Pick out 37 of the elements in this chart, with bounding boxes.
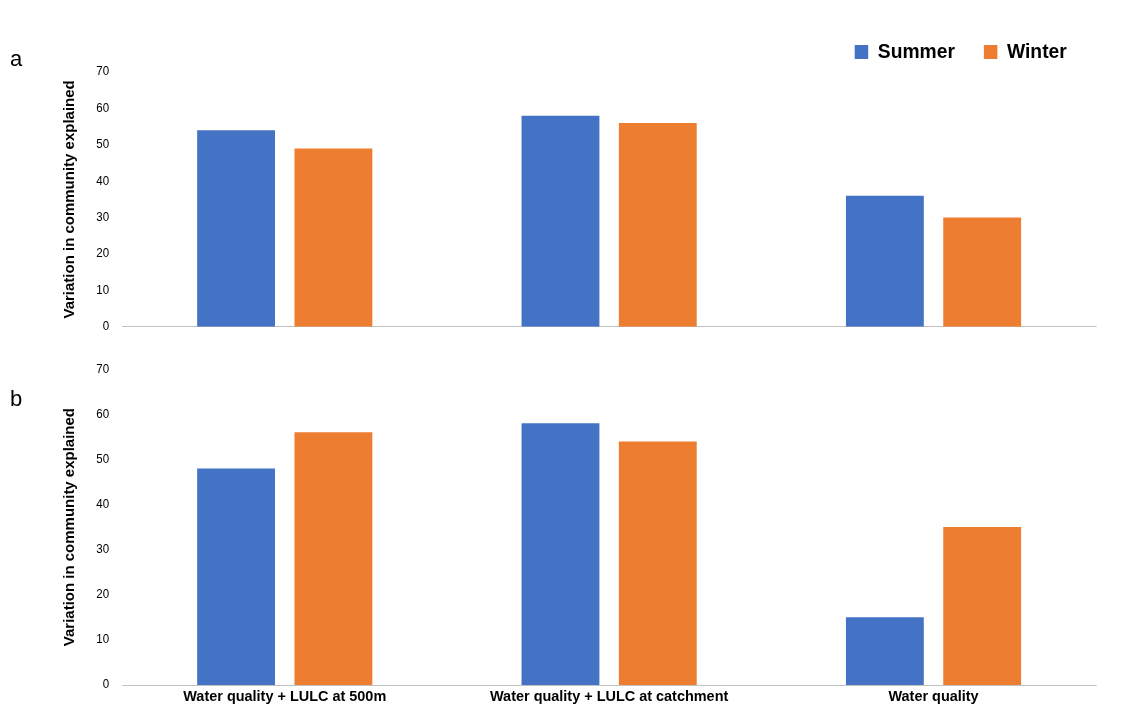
text: b bbox=[10, 386, 23, 412]
bar bbox=[521, 423, 600, 685]
chart-title: a bbox=[10, 46, 23, 72]
legend-label: Summer bbox=[877, 39, 956, 62]
y-tick-label: 30 bbox=[96, 541, 110, 556]
y-tick-label: 70 bbox=[96, 64, 110, 78]
y-axis-title: Variation in community explained bbox=[61, 80, 78, 319]
bar bbox=[521, 115, 600, 327]
x-tick-label: Water quality + LULC at 500m bbox=[183, 687, 387, 705]
bar bbox=[943, 217, 1022, 327]
bar bbox=[618, 441, 697, 685]
bar bbox=[197, 130, 276, 327]
y-tick-label: 70 bbox=[96, 361, 110, 375]
y-tick-label: 60 bbox=[96, 406, 110, 420]
bar bbox=[943, 527, 1022, 685]
y-tick-label: 50 bbox=[96, 451, 110, 465]
bar bbox=[845, 617, 924, 685]
bar bbox=[618, 122, 697, 327]
legend-label: Winter bbox=[1007, 39, 1068, 62]
y-tick-label: 10 bbox=[96, 632, 110, 646]
y-tick-label: 50 bbox=[96, 136, 110, 151]
y-tick-label: 20 bbox=[96, 586, 110, 601]
y-tick-label: 40 bbox=[96, 173, 110, 187]
x-tick-label: Water quality bbox=[888, 687, 980, 705]
bar bbox=[294, 148, 373, 327]
x-tick-label: Water quality + LULC at catchment bbox=[490, 687, 729, 705]
y-tick-label: 20 bbox=[96, 246, 110, 260]
y-tick-label: 0 bbox=[102, 677, 110, 691]
bar bbox=[294, 432, 373, 685]
y-tick-label: 60 bbox=[96, 100, 110, 114]
y-tick-label: 0 bbox=[102, 318, 110, 333]
y-axis-title: Variation in community explained bbox=[61, 408, 78, 647]
y-tick-label: 10 bbox=[96, 282, 110, 296]
bar bbox=[197, 468, 276, 685]
y-tick-label: 30 bbox=[96, 209, 110, 223]
y-tick-label: 40 bbox=[96, 496, 110, 510]
bar bbox=[845, 195, 924, 327]
